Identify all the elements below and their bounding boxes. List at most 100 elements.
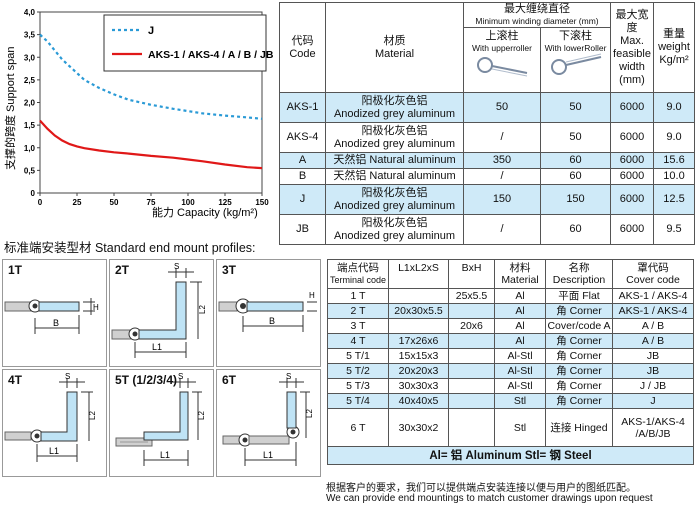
svg-text:H: H — [93, 303, 99, 312]
svg-text:H: H — [309, 291, 315, 300]
svg-text:S: S — [174, 262, 179, 271]
svg-text:S: S — [286, 372, 291, 381]
cell-material: 阳极化灰色铝 Anodized grey aluminum — [325, 214, 464, 245]
cell-code: JB — [279, 214, 326, 245]
profiles-title: 标准端安装型材 Standard end mount profiles: — [4, 241, 256, 255]
cell-code: B — [279, 168, 326, 185]
cell-lower: 60 — [540, 214, 611, 245]
profile-2t-title: 2T — [115, 263, 130, 277]
spec-row-aks1: AKS-1 阳极化灰色铝 Anodized grey aluminum 50 50… — [279, 92, 695, 123]
cell-material: 阳极化灰色铝 Anodized grey aluminum — [325, 122, 464, 153]
y-tick-label: 1,0 — [24, 144, 36, 153]
cell-width: 6000 — [610, 168, 654, 185]
header-lower-roller: 下滚柱 With lowerRoller — [540, 26, 611, 94]
x-tick-label: 75 — [147, 198, 156, 207]
cell-upper: 50 — [463, 92, 541, 123]
cell-code: AKS-4 — [279, 122, 326, 153]
profile-5t-title: 5T (1/2/3/4) — [115, 373, 178, 387]
end-mount-table: 端点代码 Terminal code L1xL2xS BxH 材料 Material… — [327, 259, 694, 465]
end-mount-header: 端点代码 Terminal code L1xL2xS BxH 材料 Material… — [327, 259, 694, 289]
cell-lower: 60 — [540, 168, 611, 185]
y-tick-label: 4,0 — [24, 8, 36, 17]
svg-text:B: B — [269, 316, 275, 326]
profile-1t-drawing: B H — [4, 298, 99, 334]
svg-text:L1: L1 — [160, 450, 170, 460]
profile-6t: 6T S L2 L1 — [216, 369, 321, 477]
cell-upper: / — [463, 214, 541, 245]
profile-6t-drawing: S L2 L1 — [222, 372, 314, 466]
profile-4t-title: 4T — [8, 373, 23, 387]
end-mount-row: 5 T/1 15x15x3 Al-Stl 角 Corner JB — [327, 348, 694, 364]
end-mount-row: 5 T/3 30x30x3 Al-Stl 角 Corner J / JB — [327, 378, 694, 394]
spec-row-b: B 天然铝 Natural aluminum / 60 6000 10.0 — [279, 168, 695, 185]
cell-width: 6000 — [610, 152, 654, 169]
material-legend: Al= 铝 Aluminum Stl= 钢 Steel — [327, 446, 694, 465]
header-material: 材料 Material — [494, 259, 546, 289]
series-line-1 — [39, 119, 263, 170]
profile-1t: 1T B H — [2, 259, 107, 367]
svg-text:L2: L2 — [198, 305, 207, 314]
cell-weight: 9.0 — [653, 92, 695, 123]
spec-row-a: A 天然铝 Natural aluminum 350 60 6000 15.6 — [279, 152, 695, 169]
profile-4t-drawing: S L2 L1 — [4, 372, 97, 462]
x-tick-label: 0 — [38, 198, 43, 207]
legend-box — [103, 14, 267, 72]
end-mount-row: 4 T 17x26x6 Al 角 Corner A / B — [327, 333, 694, 349]
cell-material: 天然铝 Natural aluminum — [325, 168, 464, 185]
cell-lower: 50 — [540, 122, 611, 153]
header-max-width: 最大宽度 Max. feasible width (mm) — [610, 2, 654, 93]
cell-lower: 60 — [540, 152, 611, 169]
footer-note-en: We can provide end mountings to match cu… — [326, 493, 653, 504]
svg-text:L1: L1 — [152, 342, 162, 352]
profile-3t: 3T B H — [216, 259, 321, 367]
profile-2t-drawing: S L2 L1 — [111, 262, 207, 358]
end-mount-row: 5 T/4 40x40x5 Stl 角 Corner J — [327, 393, 694, 409]
svg-text:S: S — [65, 372, 70, 381]
cell-material: 阳极化灰色铝 Anodized grey aluminum — [325, 184, 464, 215]
lower-roller-icon — [550, 53, 601, 75]
legend-label-j: J — [148, 25, 154, 37]
y-tick-label: 1,5 — [24, 121, 36, 130]
profile-3t-title: 3T — [222, 263, 237, 277]
cell-lower: 150 — [540, 184, 611, 215]
x-tick-label: 150 — [255, 198, 269, 207]
cell-upper: 350 — [463, 152, 541, 169]
y-tick-label: 0 — [31, 189, 36, 198]
cell-width: 6000 — [610, 184, 654, 215]
chart-xlabel: 能力 Capacity (kg/m²) — [152, 205, 258, 219]
x-tick-label: 25 — [73, 198, 82, 207]
profile-5t: 5T (1/2/3/4) S L2 L1 — [109, 369, 214, 477]
header-cover-code: 罩代码 Cover code — [612, 259, 694, 289]
y-tick-label: 3,0 — [24, 53, 36, 62]
end-mount-row: 1 T 25x5.5 Al 平面 Flat AKS-1 / AKS-4 — [327, 288, 694, 304]
svg-text:L1: L1 — [49, 446, 59, 456]
end-mount-row: 2 T 20x30x5.5 Al 角 Corner AKS-1 / AKS-4 — [327, 303, 694, 319]
svg-text:L1: L1 — [263, 450, 273, 460]
series-line-0 — [39, 33, 263, 120]
spec-row-jb: JB 阳极化灰色铝 Anodized grey aluminum / 60 600… — [279, 214, 695, 245]
cell-weight: 10.0 — [653, 168, 695, 185]
x-tick-label: 50 — [110, 198, 119, 207]
y-tick-label: 2,0 — [24, 99, 36, 108]
cell-upper: / — [463, 168, 541, 185]
profile-4t: 4T S L2 L1 — [2, 369, 107, 477]
cell-width: 6000 — [610, 92, 654, 123]
cell-code: A — [279, 152, 326, 169]
header-upper-roller: 上滚柱 With upperroller — [463, 26, 541, 94]
svg-text:L2: L2 — [88, 411, 97, 420]
spec-row-j: J 阳极化灰色铝 Anodized grey aluminum 150 150 6… — [279, 184, 695, 215]
profile-3t-drawing: B H — [218, 291, 317, 332]
cell-weight: 12.5 — [653, 184, 695, 215]
cell-material: 阳极化灰色铝 Anodized grey aluminum — [325, 92, 464, 123]
end-mount-row: 5 T/2 20x20x3 Al-Stl 角 Corner JB — [327, 363, 694, 379]
header-winding: 最大缠绕直径 Minimum winding diameter (mm) — [463, 2, 611, 28]
header-terminal: 端点代码 Terminal code — [327, 259, 389, 289]
svg-text:L2: L2 — [305, 409, 314, 418]
spec-row-aks4: AKS-4 阳极化灰色铝 Anodized grey aluminum / 50 … — [279, 122, 695, 153]
header-dims: L1xL2xS — [388, 259, 449, 289]
cell-lower: 50 — [540, 92, 611, 123]
specs-table: 代码 Code 材质 Material 最大缠绕直径 Minimum winding… — [279, 2, 695, 245]
header-code: 代码 Code — [279, 2, 326, 93]
cell-upper: 150 — [463, 184, 541, 215]
